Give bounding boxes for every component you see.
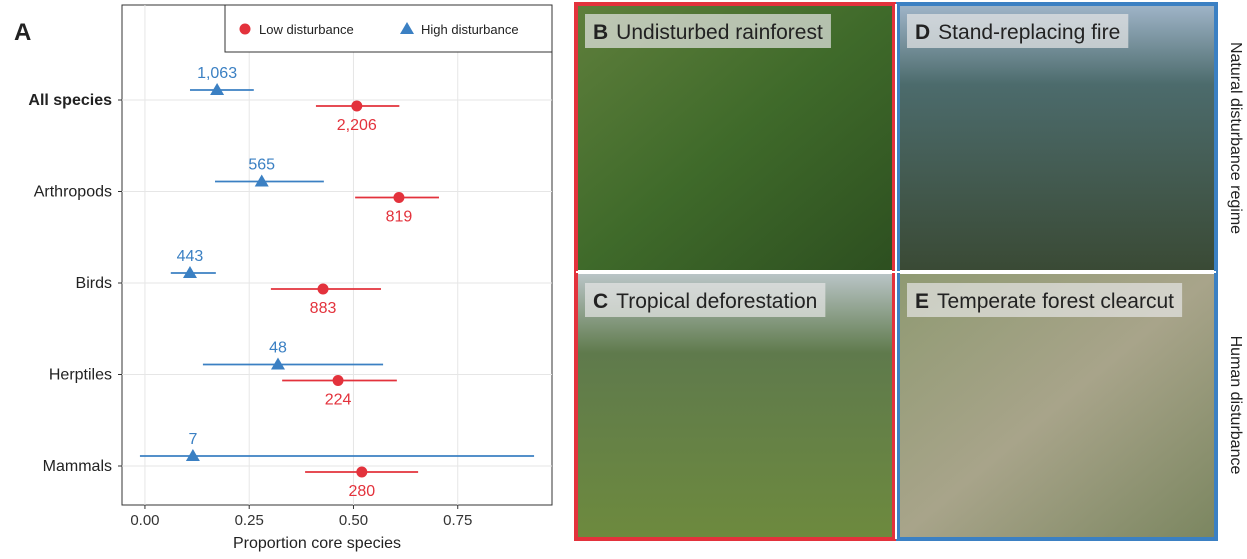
photo-label: B Undisturbed rainforest (593, 21, 823, 44)
row-label: Natural disturbance regime (1227, 42, 1244, 234)
sample-size-label: 224 (325, 392, 352, 409)
point (270, 357, 285, 370)
point (185, 449, 200, 461)
panel-letter: C (593, 290, 608, 313)
point (182, 266, 197, 278)
sample-size-label: 565 (248, 157, 275, 174)
x-tick-label: 0.00 (130, 512, 159, 529)
photo-label: C Tropical deforestation (593, 290, 817, 313)
photo (577, 274, 893, 538)
panel-letter: E (915, 290, 929, 313)
legend-label: High disturbance (421, 22, 519, 37)
label-background (907, 283, 1183, 317)
sample-size-label: 280 (348, 483, 375, 500)
photo (577, 5, 893, 270)
sample-size-label: 883 (310, 300, 337, 317)
panel-title: Undisturbed rainforest (616, 21, 823, 44)
plot-area (121, 4, 553, 506)
point (254, 174, 269, 187)
panel-label: A (14, 19, 31, 46)
x-tick-label: 0.75 (443, 512, 472, 529)
legend-box (224, 4, 553, 53)
photo (899, 5, 1215, 270)
point (393, 192, 405, 203)
legend-marker (239, 23, 251, 35)
point (351, 100, 363, 112)
sample-size-label: 1,063 (197, 65, 237, 82)
point (210, 83, 225, 95)
label-background (585, 14, 831, 48)
sample-size-label: 443 (177, 248, 204, 265)
x-axis-title: Proportion core species (233, 535, 401, 552)
photo-panels: B Undisturbed rainforest D Stand-replacing … (574, 2, 1244, 541)
sample-size-label: 48 (269, 340, 287, 357)
legend-label: Low disturbance (259, 22, 354, 37)
x-tick-label: 0.50 (339, 512, 368, 529)
point (317, 283, 329, 295)
y-tick-label: Arthropods (34, 184, 112, 201)
y-tick-label: All species (28, 92, 112, 109)
point (356, 466, 368, 478)
point (332, 375, 344, 386)
plot: 0.00 0.25 0.50 0.75 All species Arthropods Bir… (14, 4, 553, 552)
row-label: Human disturbance (1227, 336, 1244, 475)
panel-title: Tropical deforestation (616, 290, 817, 313)
sample-size-label: 2,206 (337, 117, 377, 134)
label-background (907, 14, 1129, 48)
legend-marker (400, 22, 414, 34)
photo (899, 274, 1215, 538)
y-tick-label: Mammals (43, 458, 112, 475)
panel-title: Stand-replacing fire (938, 21, 1120, 44)
panel-letter: B (593, 21, 608, 44)
photo-label: E Temperate forest clearcut (915, 290, 1174, 313)
photo-label: D Stand-replacing fire (915, 21, 1120, 44)
panel-letter: D (915, 21, 930, 44)
y-tick-label: Birds (76, 275, 112, 292)
x-tick-label: 0.25 (235, 512, 264, 529)
y-tick-label: Herptiles (49, 367, 112, 384)
sample-size-label: 7 (188, 431, 197, 448)
label-background (585, 283, 826, 317)
panel-title: Temperate forest clearcut (937, 290, 1174, 313)
sample-size-label: 819 (386, 209, 413, 226)
